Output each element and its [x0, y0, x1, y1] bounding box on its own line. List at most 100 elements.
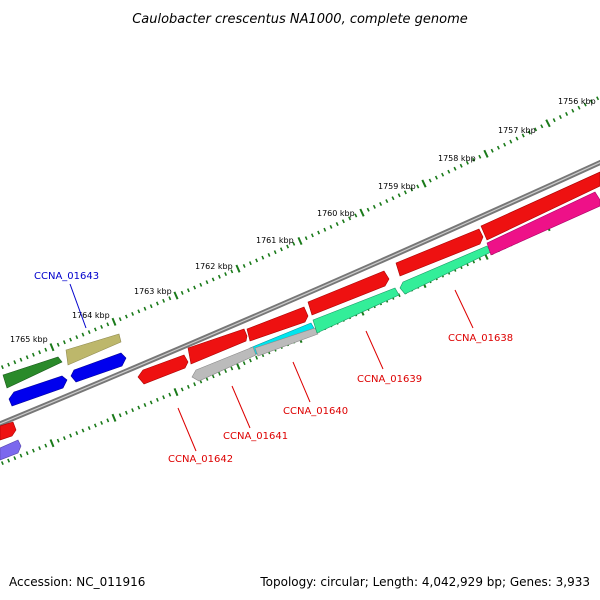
gene-red-upper-3[interactable] [307, 270, 390, 316]
scale-major-tick [545, 119, 551, 128]
scale-minor-tick [118, 317, 122, 322]
scale-minor-tick [75, 431, 79, 436]
scale-minor-tick [31, 448, 35, 453]
kbp-label-1765: 1765 kbp [10, 335, 48, 344]
scale-minor-tick [7, 458, 11, 463]
scale-minor-tick [292, 241, 296, 246]
scale-minor-tick [434, 175, 438, 180]
scale-minor-tick [534, 127, 538, 132]
leader-ccna-01640 [292, 361, 311, 403]
scale-minor-tick [565, 111, 569, 116]
gene-pink[interactable] [486, 191, 600, 256]
gene-green[interactable] [2, 356, 63, 389]
genome-backbone-highlight [0, 161, 600, 425]
scale-minor-tick [118, 413, 122, 418]
gene-label-ccna-01643[interactable]: CCNA_01643 [34, 271, 99, 282]
scale-minor-tick [155, 397, 159, 402]
scale-minor-tick [100, 420, 104, 425]
scale-minor-tick [379, 202, 383, 206]
gene-label-ccna-01640[interactable]: CCNA_01640 [283, 406, 348, 417]
scale-minor-tick [503, 142, 507, 147]
scale-minor-tick [75, 335, 79, 340]
leader-ccna-01643 [69, 283, 87, 329]
scale-minor-tick [38, 350, 42, 355]
scale-minor-tick [428, 178, 432, 183]
scale-minor-tick [149, 400, 153, 405]
scale-major-tick [111, 413, 117, 422]
reverse-strand-genes [8, 191, 600, 407]
scale-major-tick [49, 439, 55, 448]
scale-minor-tick [93, 423, 97, 428]
leader-ccna-01641 [231, 385, 251, 429]
accession-text: Accession: NC_011916 [9, 575, 145, 589]
scale-minor-tick [131, 408, 135, 413]
scale-minor-tick [341, 219, 345, 224]
gene-labels: CCNA_01643 CCNA_01642 CCNA_01641 CCNA_01… [34, 271, 513, 465]
scale-minor-tick [366, 207, 370, 212]
scale-minor-tick [25, 451, 29, 456]
gene-red-lower-1[interactable] [137, 354, 189, 385]
scale-minor-tick [521, 133, 525, 138]
scale-minor-tick [447, 169, 451, 174]
scale-major-tick [173, 291, 179, 300]
scale-minor-tick [416, 184, 420, 189]
scale-minor-tick [137, 309, 141, 314]
scale-minor-tick [472, 157, 476, 162]
scale-minor-tick [558, 115, 562, 120]
scale-minor-tick [230, 366, 234, 371]
scale-minor-tick [273, 250, 277, 255]
scale-minor-tick [509, 139, 513, 144]
scale-minor-tick [323, 227, 327, 232]
scale-minor-tick [31, 352, 35, 357]
gene-red-upper-4[interactable] [395, 228, 484, 277]
gene-red-left-edge[interactable] [0, 421, 17, 441]
gene-olive[interactable] [65, 333, 122, 366]
scale-major-tick [49, 343, 55, 352]
scale-major-tick [297, 236, 303, 246]
kbp-label-1761: 1761 kbp [256, 236, 294, 245]
scale-minor-tick [441, 172, 445, 177]
gene-label-ccna-01638[interactable]: CCNA_01638 [448, 333, 513, 344]
scale-minor-tick [7, 362, 11, 367]
scale-minor-tick [13, 456, 17, 461]
gene-red-upper-2[interactable] [246, 306, 309, 342]
scale-minor-tick [0, 365, 4, 370]
scale-minor-tick [193, 285, 197, 290]
gene-label-ccna-01641[interactable]: CCNA_01641 [223, 431, 288, 442]
scale-minor-tick [93, 327, 97, 332]
scale-minor-tick [217, 371, 221, 376]
gene-red-upper-5[interactable] [480, 171, 600, 241]
scale-minor-tick [38, 446, 42, 451]
scale-minor-tick [131, 311, 135, 316]
map-title: Caulobacter crescentus NA1000, complete … [132, 12, 468, 27]
scale-minor-tick [62, 340, 66, 345]
scale-minor-tick [589, 99, 593, 104]
gene-blue-1[interactable] [8, 375, 68, 407]
scale-minor-tick [255, 355, 259, 360]
kbp-label-1760: 1760 kbp [317, 209, 355, 218]
scale-minor-tick [571, 108, 575, 113]
scale-minor-tick [13, 360, 17, 365]
gene-purple-left-edge[interactable] [0, 439, 22, 461]
scale-minor-tick [255, 258, 259, 263]
scale-major-tick [483, 149, 489, 158]
scale-minor-tick [56, 438, 60, 443]
gene-red-upper-1[interactable] [187, 328, 248, 365]
scale-minor-tick [62, 436, 66, 441]
scale-major-tick [111, 317, 117, 326]
gene-blue-2[interactable] [70, 352, 127, 383]
gene-gray-2[interactable] [254, 327, 319, 357]
gene-mint-2[interactable] [399, 245, 492, 295]
kbp-labels: 1756 kbp 1757 kbp 1758 kbp 1759 kbp 1760… [10, 97, 596, 344]
gene-gray[interactable] [191, 346, 257, 382]
scale-minor-tick [44, 443, 48, 448]
scale-minor-tick [124, 410, 128, 415]
scale-minor-tick [496, 145, 500, 150]
gene-label-ccna-01639[interactable]: CCNA_01639 [357, 374, 422, 385]
summary-text: Topology: circular; Length: 4,042,929 bp… [259, 575, 590, 589]
gene-mint-1[interactable] [312, 287, 400, 334]
gene-label-ccna-01642[interactable]: CCNA_01642 [168, 454, 233, 465]
scale-major-tick [421, 179, 427, 188]
leader-ccna-01638 [454, 289, 474, 329]
scale-minor-tick [248, 261, 252, 266]
